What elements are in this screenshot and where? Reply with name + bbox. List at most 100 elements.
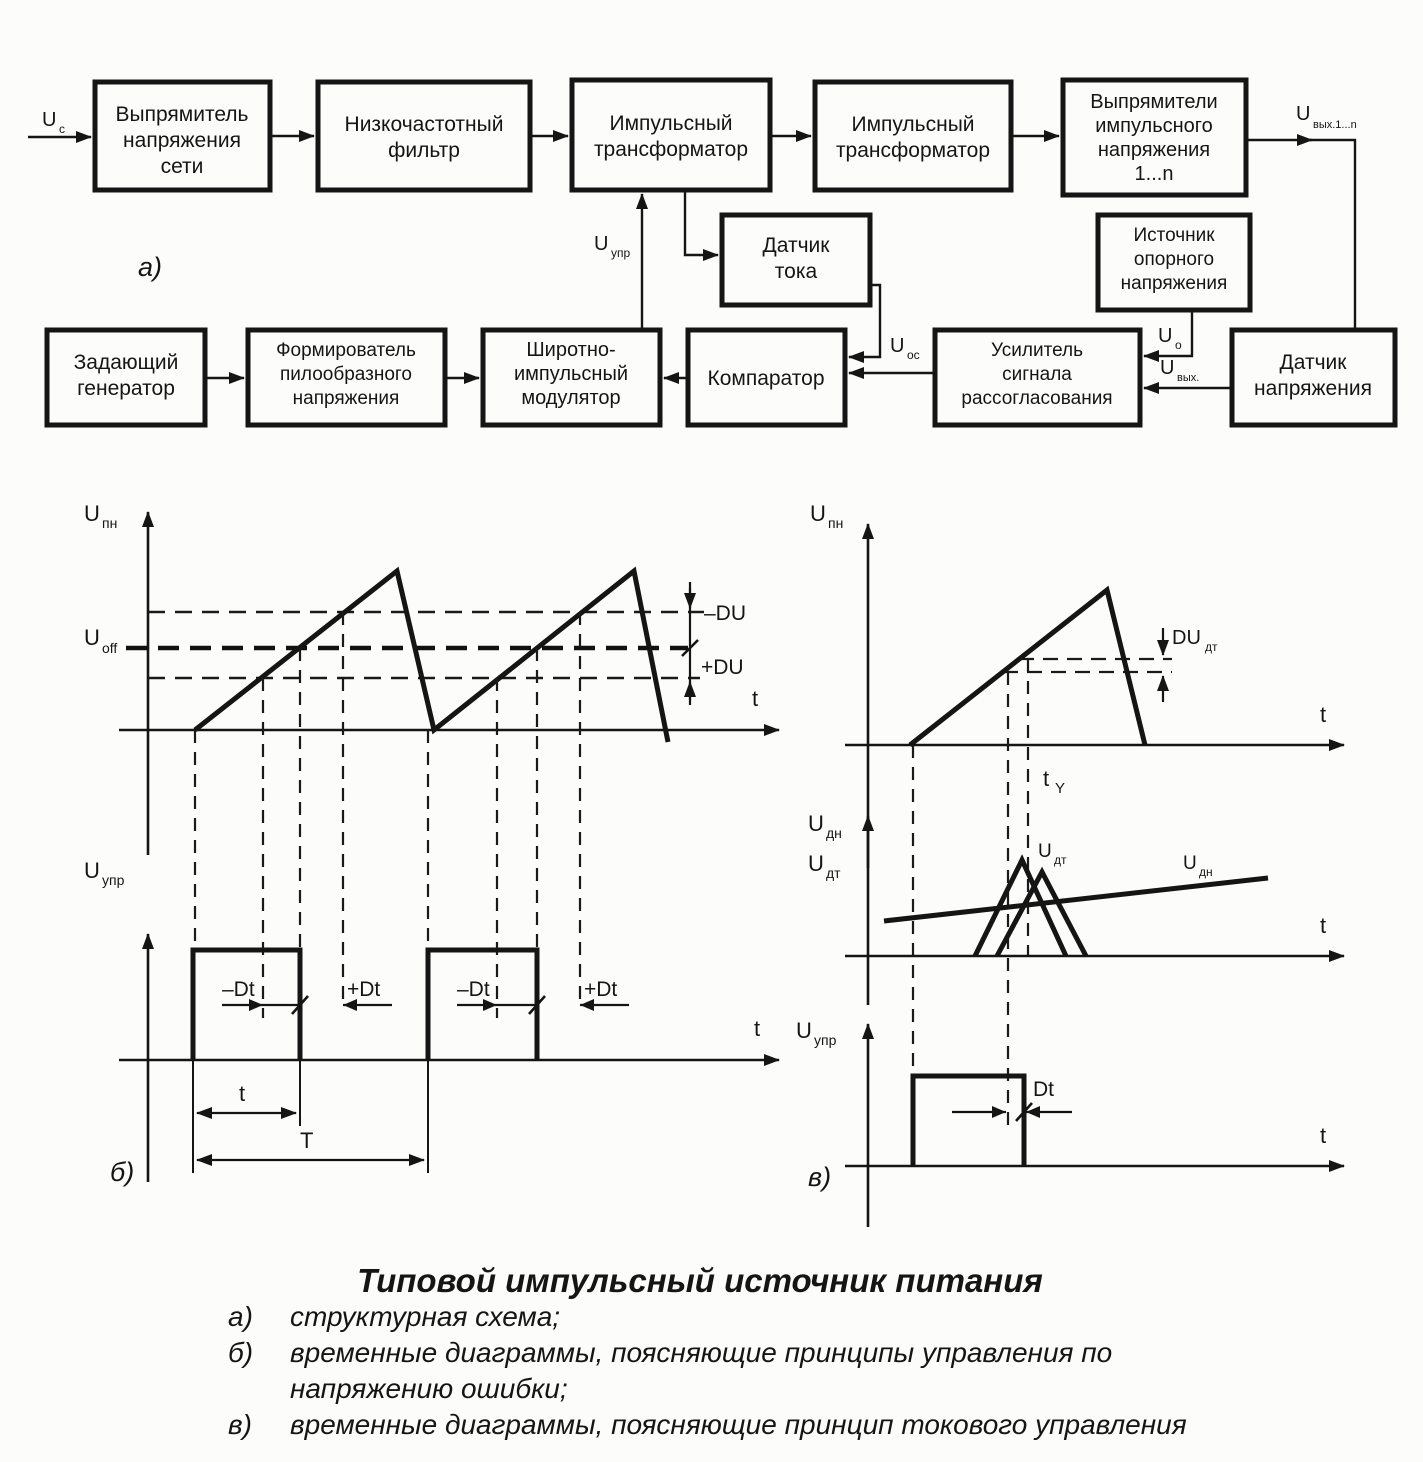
block-label: импульсный [514,363,628,385]
block-pulse-transformer-2: Импульсный трансформатор [812,79,1014,193]
svg-text:упр: упр [102,872,125,888]
b-minus-dt-label-1: –Dt [222,978,255,1001]
block-pwm-modulator: Широтно- импульсный модулятор [480,327,663,428]
svg-text:дн: дн [826,825,842,841]
svg-text:дт: дт [1205,640,1218,654]
block-label: Усилитель [991,340,1083,361]
b-minus-dt-arrowhead [249,999,263,1011]
caption-title: Типовой импульсный источник питания [357,1262,1043,1299]
block-label: Импульсный [609,112,732,135]
block-comparator: Компаратор [685,327,848,428]
svg-text:U: U [42,109,56,131]
v-udt-peak-label: U [1038,841,1052,862]
svg-text:упр: упр [611,246,630,260]
block-label: Выпрямитель [115,103,248,126]
b-plus-dt-label-1: +Dt [347,978,380,1001]
wire-output-to-voltage-sensor [1310,138,1357,330]
block-label: импульсного [1095,115,1213,137]
v-mid-y-label-1: U [808,811,824,836]
block-label: опорного [1134,249,1214,270]
figure-caption: Типовой импульсный источник питания а) с… [228,1262,1187,1440]
block-label: напряжения [1121,273,1228,294]
panel-b-label: б) [110,1157,134,1187]
svg-text:дт: дт [1054,853,1067,867]
v-current-pulse-1 [972,854,1069,958]
block-label: Формирователь [276,340,416,361]
block-label: Низкочастотный [345,113,504,136]
block-diagram: Выпрямитель напряжения сети Низкочастотн… [28,77,1398,428]
svg-text:U: U [1160,357,1174,379]
b-plus-dt-arrowhead [343,999,357,1011]
block-master-oscillator: Задающий генератор [44,327,208,428]
v-dt-label: Dt [1033,1078,1054,1101]
caption-item-b-text-line2: напряжению ошибки; [290,1373,568,1404]
wire-transformer-to-current-sensor [683,190,719,261]
b-plus-dt-label-2: +Dt [584,978,617,1001]
caption-item-v-text: временные диаграммы, поясняющие принцип … [290,1409,1187,1440]
v-mid-y-label-2: U [808,851,824,876]
v-udn-line-label: U [1183,853,1197,874]
block-label: Выпрямители [1090,91,1217,113]
timing-diagram-b: U пн t U off –DU +DU U упр t [84,501,780,1187]
v-top-t-label: t [1320,702,1326,727]
b-top-t-label: t [752,686,758,711]
b-bottom-t-label: t [754,1016,760,1041]
v-du-dt-label: DU [1172,627,1201,649]
block-sawtooth-former: Формирователь пилообразного напряжения [245,327,448,428]
block-label: Датчик [1280,351,1348,374]
svg-text:U: U [890,335,904,357]
block-label: Компаратор [707,367,824,390]
v-current-pulse-2 [994,866,1089,958]
caption-item-a-text: структурная схема; [290,1301,560,1332]
block-label: напряжения [1254,377,1372,400]
signal-u-out: U вых. [1160,357,1199,384]
wire-ref-to-error-amp [1143,310,1194,362]
v-pulse [910,1073,1027,1166]
block-label: напряжения [123,129,241,152]
b-plus-du-label: +DU [701,656,744,679]
signal-u-os: U ос [890,335,920,362]
block-label: Датчик [763,234,831,257]
block-label: сигнала [1002,364,1072,385]
block-label: пилообразного [280,364,412,385]
block-label: Импульсный [851,113,974,136]
signal-u-in: U с [42,109,65,136]
b-minus-du-label: –DU [704,602,746,625]
caption-item-v-marker: в) [228,1409,252,1440]
block-output-rectifiers: Выпрямители импульсного напряжения 1...n [1060,77,1249,198]
signal-u-out-1n: U вых.1...n [1296,103,1357,131]
wire-current-sensor-to-comparator [848,283,882,363]
block-current-sensor: Датчик тока [719,212,873,308]
caption-item-b-text-line1: временные диаграммы, поясняющие принципы… [290,1337,1112,1368]
svg-text:Y: Y [1055,780,1065,797]
block-error-amplifier: Усилитель сигнала рассогласования [932,327,1143,428]
svg-text:с: с [59,122,65,136]
caption-item-a-marker: а) [228,1301,253,1332]
block-label: рассогласования [961,388,1112,409]
svg-text:вых.: вых. [1177,372,1199,384]
svg-text:пн: пн [102,515,117,531]
b-period-label: T [300,1128,313,1153]
signal-u-ref: U о [1158,325,1182,352]
b-sawtooth-wave [193,566,671,743]
block-label: трансформатор [594,138,748,161]
v-bottom-t-label: t [1320,1123,1326,1148]
svg-text:ос: ос [907,348,920,362]
block-label: 1...n [1135,163,1174,185]
v-bottom-y-label: U [796,1018,812,1043]
block-label: трансформатор [836,139,990,162]
panel-a-label: а) [138,252,162,282]
svg-text:дт: дт [826,865,841,881]
block-label: сети [161,155,204,178]
block-label: напряжения [293,388,400,409]
block-pulse-transformer-1: Импульсный трансформатор [569,77,773,193]
block-label: фильтр [388,139,460,162]
block-label: генератор [77,377,175,400]
svg-text:U: U [594,233,608,255]
block-label: тока [775,260,818,283]
signal-u-upr: U упр [594,233,630,260]
block-label: модулятор [521,387,620,409]
svg-text:off: off [102,640,117,656]
